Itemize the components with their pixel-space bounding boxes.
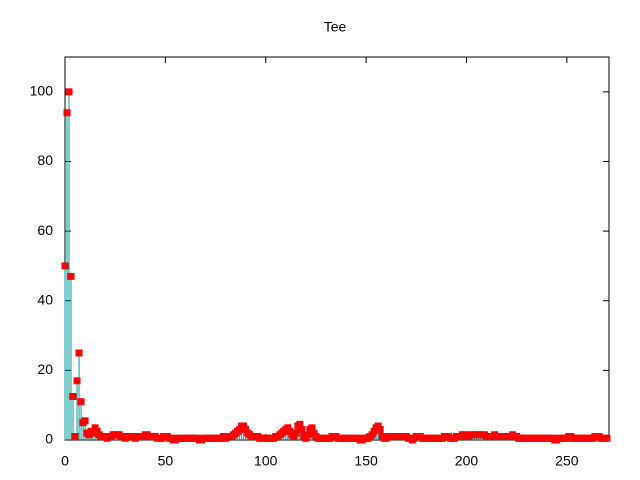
point xyxy=(63,109,71,117)
point xyxy=(77,398,85,406)
x-tick-label: 50 xyxy=(158,453,174,469)
point xyxy=(376,426,384,434)
x-tick-label: 100 xyxy=(254,453,278,469)
chart-title: Tee xyxy=(324,19,347,35)
y-tick-label: 80 xyxy=(37,152,53,168)
point xyxy=(69,392,77,400)
point xyxy=(67,272,75,280)
point xyxy=(89,429,97,437)
y-tick-label: 60 xyxy=(37,222,53,238)
x-tick-label: 0 xyxy=(61,453,69,469)
point xyxy=(75,349,83,357)
y-tick-label: 20 xyxy=(37,361,53,377)
point xyxy=(73,377,81,385)
plot-border xyxy=(64,56,610,441)
point xyxy=(304,431,312,439)
point xyxy=(65,88,73,96)
point xyxy=(298,426,306,434)
y-tick-label: 100 xyxy=(30,83,54,99)
x-tick-label: 250 xyxy=(555,453,579,469)
point xyxy=(603,434,611,442)
point xyxy=(296,420,304,428)
y-tick-label: 40 xyxy=(37,291,53,307)
x-tick-label: 150 xyxy=(354,453,378,469)
x-tick-label: 200 xyxy=(455,453,479,469)
point xyxy=(71,433,79,441)
point xyxy=(308,424,316,432)
point xyxy=(61,262,69,270)
point xyxy=(81,417,89,425)
y-tick-label: 0 xyxy=(45,431,53,447)
point xyxy=(292,429,300,437)
